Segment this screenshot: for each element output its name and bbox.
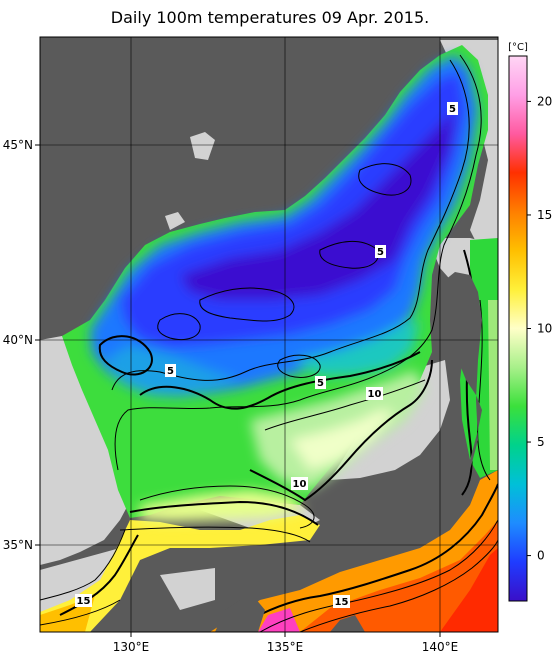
lat-tick-35: 35°N [3,538,33,552]
contour-labels: 5 5 5 5 10 10 15 15 [75,102,458,608]
lat-tick-40: 40°N [3,333,33,347]
coastline-land [215,272,482,632]
colorbar-tick-label: 15 [537,208,552,222]
lon-tick-140: 140°E [422,640,459,654]
contour-label-5-central: 5 [317,378,324,389]
colorbar-tick-label: 10 [537,322,552,336]
colorbar-tick-label: 5 [537,435,545,449]
colorbar-gradient [508,55,528,602]
lon-tick-135: 135°E [267,640,304,654]
lat-tick-45: 45°N [3,138,33,152]
tsushima-warm-water [40,515,320,632]
contour-label-5-east: 5 [377,247,384,258]
contour-label-15-south: 15 [335,597,349,608]
colorbar-tick-label: 20 [537,94,552,108]
colorbar: [°C] 0 5 10 15 20 [508,42,552,602]
contour-label-10-south: 10 [293,479,307,490]
contour-label-5-west: 5 [167,366,174,377]
map-title: Daily 100m temperatures 09 Apr. 2015. [110,8,430,27]
lon-tick-130: 130°E [113,640,150,654]
graticule [40,37,498,632]
colorbar-tick-label: 0 [537,549,545,563]
contour-label-15-west: 15 [77,596,91,607]
colorbar-unit: [°C] [508,42,528,53]
contour-label-5-north: 5 [449,104,456,115]
map-frame [39,36,499,633]
contour-label-10-east: 10 [368,389,382,400]
